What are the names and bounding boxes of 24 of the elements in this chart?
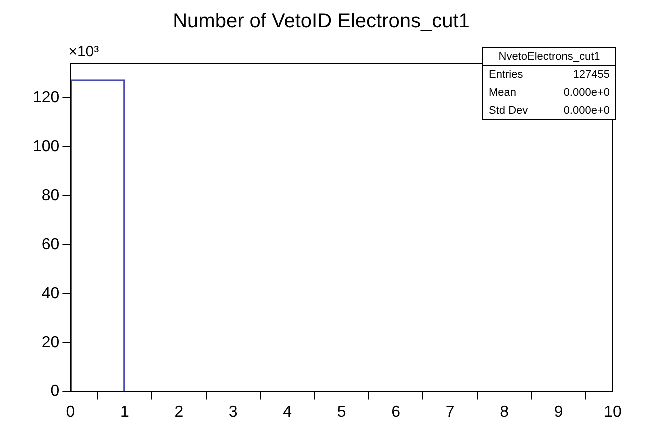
x-tick-label: 8 xyxy=(500,404,510,421)
x-tick-label: 3 xyxy=(228,404,238,421)
y-tick-label: 0 xyxy=(50,383,60,400)
y-tick-label: 80 xyxy=(42,188,60,205)
text: NvetoElectrons_cut1 xyxy=(498,51,600,64)
x-tick-label: 9 xyxy=(554,404,564,421)
x-tick-label: 0 xyxy=(66,404,76,421)
x-tick-label: 5 xyxy=(337,404,346,421)
text: Std Dev 0.000e+0 xyxy=(489,105,610,118)
x-tick-label: 4 xyxy=(283,404,292,421)
x-tick-label: 7 xyxy=(446,404,455,421)
x-tick-label: 10 xyxy=(604,404,622,421)
x-tick-label: 2 xyxy=(174,404,184,421)
y-tick-label: 120 xyxy=(32,90,60,107)
x-tick-label: 1 xyxy=(120,404,130,421)
y-tick-label: 60 xyxy=(42,236,60,254)
y-tick-label: 40 xyxy=(42,285,60,302)
y-tick-label: 20 xyxy=(42,334,60,352)
chart-title: Number of VetoID Electrons_cut1 xyxy=(173,10,470,33)
text: Entries 127455 xyxy=(489,69,610,82)
x-tick-label: 6 xyxy=(392,404,401,421)
y-tick-label: 100 xyxy=(32,138,60,156)
y-axis-title: ×10³ xyxy=(68,44,100,61)
text: Mean 0.000e+0 xyxy=(489,87,610,100)
